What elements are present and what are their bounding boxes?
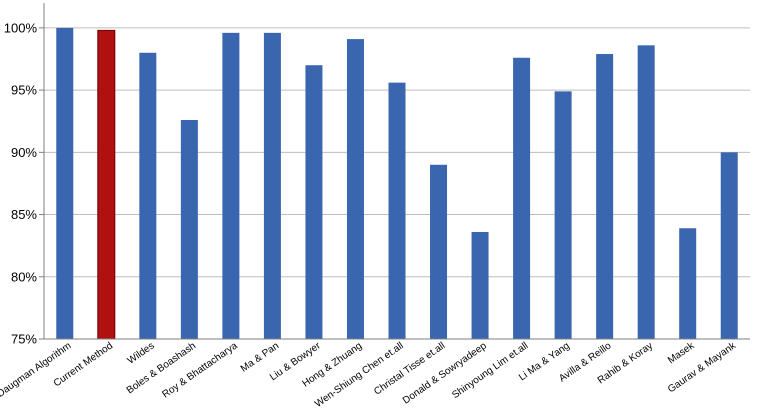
x-tick-label: Gaurav & Mayank [666, 340, 739, 395]
bar-avilla-reillo [596, 54, 614, 340]
bar-hong-zhuang [346, 39, 364, 339]
bar-shinyoung-lim-et-all [513, 57, 531, 339]
x-tick-label: Boles & Boashash [125, 340, 198, 396]
bar-gaurav-mayank [720, 152, 738, 339]
y-tick-label: 80% [11, 269, 37, 284]
bar-rahib-koray [637, 45, 655, 340]
x-tick-label: Shinyoung Lim et.all [450, 340, 530, 401]
bar-daugman-algorithm [56, 27, 74, 340]
x-tick-label: Daugman Algorithm [0, 340, 73, 399]
y-tick-label: 75% [11, 332, 37, 347]
bar-ma-pan [263, 32, 281, 339]
bar-wildes [139, 52, 157, 340]
bar-masek [679, 228, 697, 339]
x-tick-label: Christal Tisse et.all [372, 340, 447, 397]
y-tick-label: 100% [4, 20, 38, 35]
y-tick-label: 95% [11, 83, 37, 98]
bar-current-method [97, 29, 116, 340]
bar-christal-tisse-et-all [430, 164, 448, 339]
bar-liu-bowyer [305, 65, 323, 339]
x-tick-label: Roy & Bhattacharya [160, 340, 240, 400]
bar-donald-sowryadeep [471, 231, 489, 339]
bars [56, 27, 738, 340]
x-tick-label: Masek [666, 340, 697, 366]
y-tick-label: 90% [11, 145, 37, 160]
bar-wen-shiung-chen-et-all [388, 82, 406, 340]
bar-roy-bhattacharya [222, 32, 240, 339]
y-tick-label: 85% [11, 207, 37, 222]
bar-boles-boashash [180, 119, 198, 339]
y-tick-labels: 75% 80% 85% 90% 95% 100% [4, 20, 38, 346]
x-tick-label: Wildes [126, 340, 157, 366]
axes [39, 3, 750, 340]
bar-li-ma-yang [554, 91, 572, 339]
